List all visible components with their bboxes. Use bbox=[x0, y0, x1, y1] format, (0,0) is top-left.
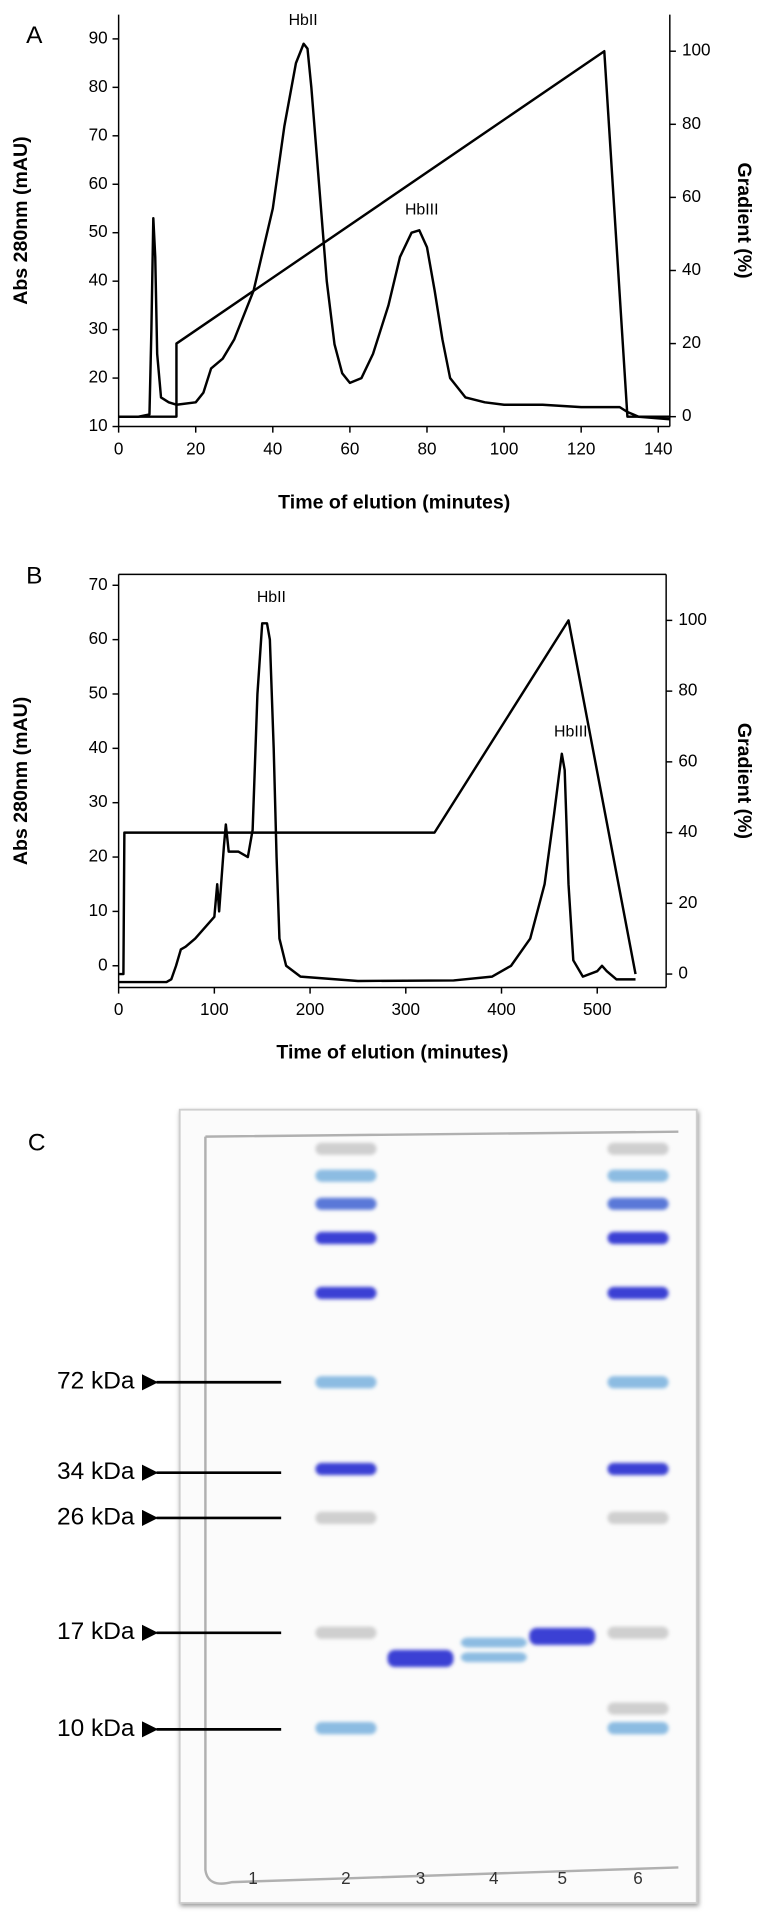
lane-number: 5 bbox=[558, 1869, 568, 1888]
gel-band bbox=[315, 1376, 377, 1389]
y-tick-label: 70 bbox=[89, 125, 108, 144]
gel-band bbox=[607, 1702, 669, 1715]
y-tick-label: 90 bbox=[89, 28, 108, 47]
x-tick-label: 100 bbox=[490, 439, 519, 458]
lane-number: 4 bbox=[489, 1869, 499, 1888]
y2-tick-label: 0 bbox=[678, 964, 688, 983]
x-tick-label: 20 bbox=[186, 439, 205, 458]
gel-band bbox=[315, 1142, 377, 1155]
y2-tick-label: 40 bbox=[678, 822, 697, 841]
x-tick-label: 120 bbox=[567, 439, 596, 458]
y-tick-label: 0 bbox=[98, 955, 108, 974]
peak-label: HbIII bbox=[554, 723, 588, 740]
marker-label: 34 kDa bbox=[57, 1458, 135, 1485]
x-tick-label: 60 bbox=[340, 439, 359, 458]
y-axis-label: Abs 280nm (mAU) bbox=[10, 697, 32, 865]
x-tick-label: 80 bbox=[417, 439, 436, 458]
y-tick-label: 80 bbox=[89, 77, 108, 96]
lane-number: 2 bbox=[341, 1869, 351, 1888]
gel-band bbox=[607, 1169, 669, 1182]
y2-tick-label: 100 bbox=[678, 610, 707, 629]
y-tick-label: 70 bbox=[89, 575, 108, 594]
x-tick-label: 100 bbox=[200, 1000, 229, 1019]
marker-label: 72 kDa bbox=[57, 1368, 135, 1395]
gel-band bbox=[315, 1231, 377, 1245]
absorbance-line bbox=[118, 42, 670, 421]
gel-band bbox=[607, 1231, 669, 1245]
y-tick-label: 20 bbox=[89, 368, 108, 387]
y2-tick-label: 20 bbox=[682, 333, 701, 352]
lane-number: 6 bbox=[633, 1869, 643, 1888]
y-tick-label: 50 bbox=[89, 222, 108, 241]
marker-label: 10 kDa bbox=[57, 1715, 135, 1742]
gel-band bbox=[607, 1376, 669, 1389]
y-tick-label: 10 bbox=[89, 901, 108, 920]
x-tick-label: 200 bbox=[296, 1000, 325, 1019]
gel-band bbox=[315, 1722, 377, 1735]
y-tick-label: 40 bbox=[89, 271, 108, 290]
gel-band bbox=[607, 1286, 669, 1300]
y-tick-label: 60 bbox=[89, 174, 108, 193]
gel-band bbox=[315, 1169, 377, 1182]
x-tick-label: 0 bbox=[114, 1000, 124, 1019]
y2-tick-label: 20 bbox=[678, 893, 697, 912]
gradient-line bbox=[118, 619, 637, 976]
gel-edge bbox=[204, 1130, 679, 1885]
gel-band bbox=[607, 1511, 669, 1525]
y2-axis-label: Gradient (%) bbox=[733, 162, 755, 278]
peak-label: HbII bbox=[257, 589, 286, 606]
panel-label: B bbox=[26, 562, 42, 589]
x-axis-label: Time of elution (minutes) bbox=[278, 492, 510, 514]
y2-tick-label: 60 bbox=[682, 187, 701, 206]
gel-band bbox=[607, 1142, 669, 1155]
y2-tick-label: 0 bbox=[682, 406, 692, 425]
gel-band bbox=[387, 1649, 454, 1668]
y-tick-label: 50 bbox=[89, 684, 108, 703]
x-tick-label: 500 bbox=[583, 1000, 612, 1019]
gel-band bbox=[315, 1286, 377, 1300]
x-tick-label: 400 bbox=[487, 1000, 516, 1019]
x-tick-label: 40 bbox=[263, 439, 282, 458]
gel-band bbox=[607, 1722, 669, 1735]
absorbance-line bbox=[118, 622, 636, 984]
y-tick-label: 30 bbox=[89, 792, 108, 811]
gel-band bbox=[460, 1652, 527, 1663]
peak-label: HbIII bbox=[405, 201, 439, 218]
x-axis-label: Time of elution (minutes) bbox=[276, 1042, 508, 1064]
lane-number: 1 bbox=[248, 1869, 258, 1888]
x-tick-label: 0 bbox=[114, 439, 124, 458]
y-tick-label: 10 bbox=[89, 416, 108, 435]
y2-tick-label: 60 bbox=[678, 751, 697, 770]
marker-label: 26 kDa bbox=[57, 1503, 135, 1530]
gel-band bbox=[315, 1626, 377, 1639]
y2-tick-label: 80 bbox=[682, 114, 701, 133]
y2-axis-label: Gradient (%) bbox=[733, 723, 755, 839]
panel-label: A bbox=[26, 22, 43, 49]
gel-band bbox=[315, 1197, 377, 1210]
gel-band bbox=[460, 1637, 527, 1648]
gel-frame bbox=[178, 1108, 698, 1904]
y-axis-label: Abs 280nm (mAU) bbox=[10, 136, 32, 304]
gel-band bbox=[315, 1462, 377, 1476]
x-tick-label: 300 bbox=[392, 1000, 421, 1019]
gel-band bbox=[607, 1626, 669, 1639]
marker-label: 17 kDa bbox=[57, 1618, 135, 1645]
y2-tick-label: 40 bbox=[682, 260, 701, 279]
y-tick-label: 40 bbox=[89, 738, 108, 757]
panel-label: C bbox=[28, 1129, 46, 1156]
gel-band bbox=[607, 1197, 669, 1210]
x-tick-label: 140 bbox=[644, 439, 673, 458]
gel-band bbox=[529, 1627, 596, 1646]
y-tick-label: 30 bbox=[89, 319, 108, 338]
y-tick-label: 60 bbox=[89, 629, 108, 648]
y2-tick-label: 80 bbox=[678, 681, 697, 700]
y2-tick-label: 100 bbox=[682, 41, 711, 60]
lane-number: 3 bbox=[416, 1869, 426, 1888]
gradient-line bbox=[118, 49, 670, 418]
gel-band bbox=[607, 1462, 669, 1476]
gel-band bbox=[315, 1511, 377, 1525]
y-tick-label: 20 bbox=[89, 847, 108, 866]
peak-label: HbII bbox=[289, 12, 318, 29]
